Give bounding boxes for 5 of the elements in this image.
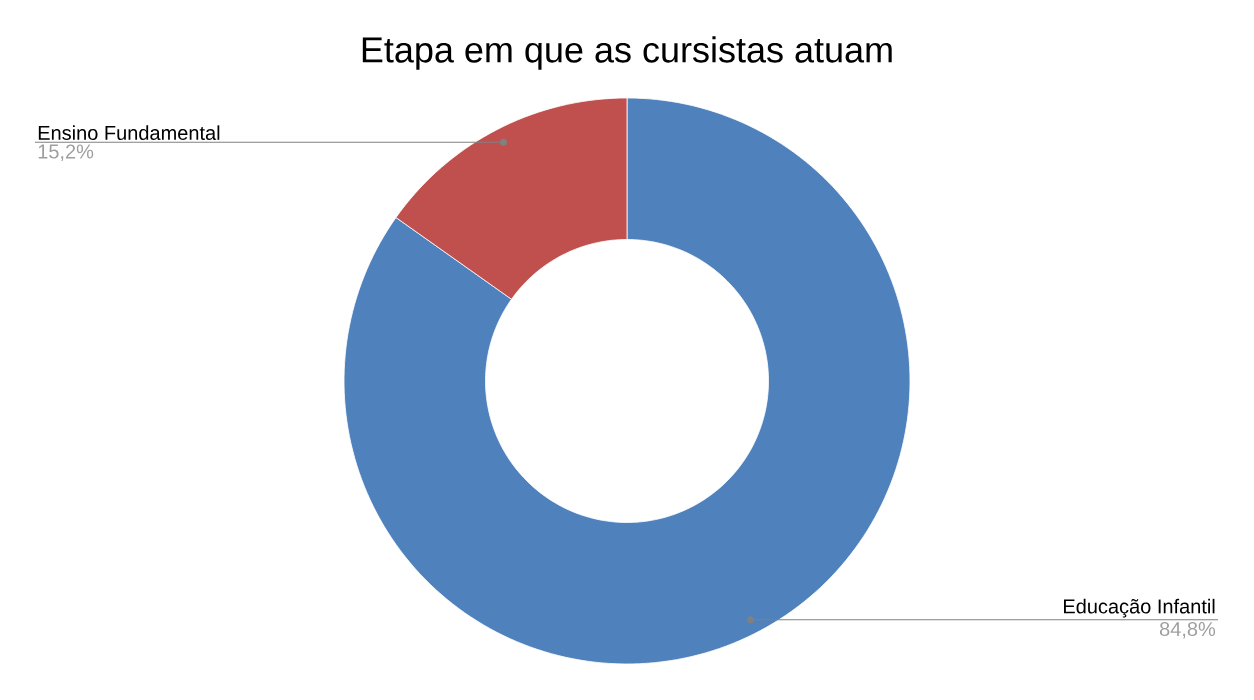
data-label: 15,2% xyxy=(38,144,94,161)
slice-label: Educação Infantil xyxy=(1064,598,1215,618)
slice-label: Ensino Fundamental xyxy=(38,125,220,140)
data-label: 84,8% xyxy=(1159,621,1216,639)
chart-title: Etapa em que as cursistas atuam xyxy=(362,36,892,70)
